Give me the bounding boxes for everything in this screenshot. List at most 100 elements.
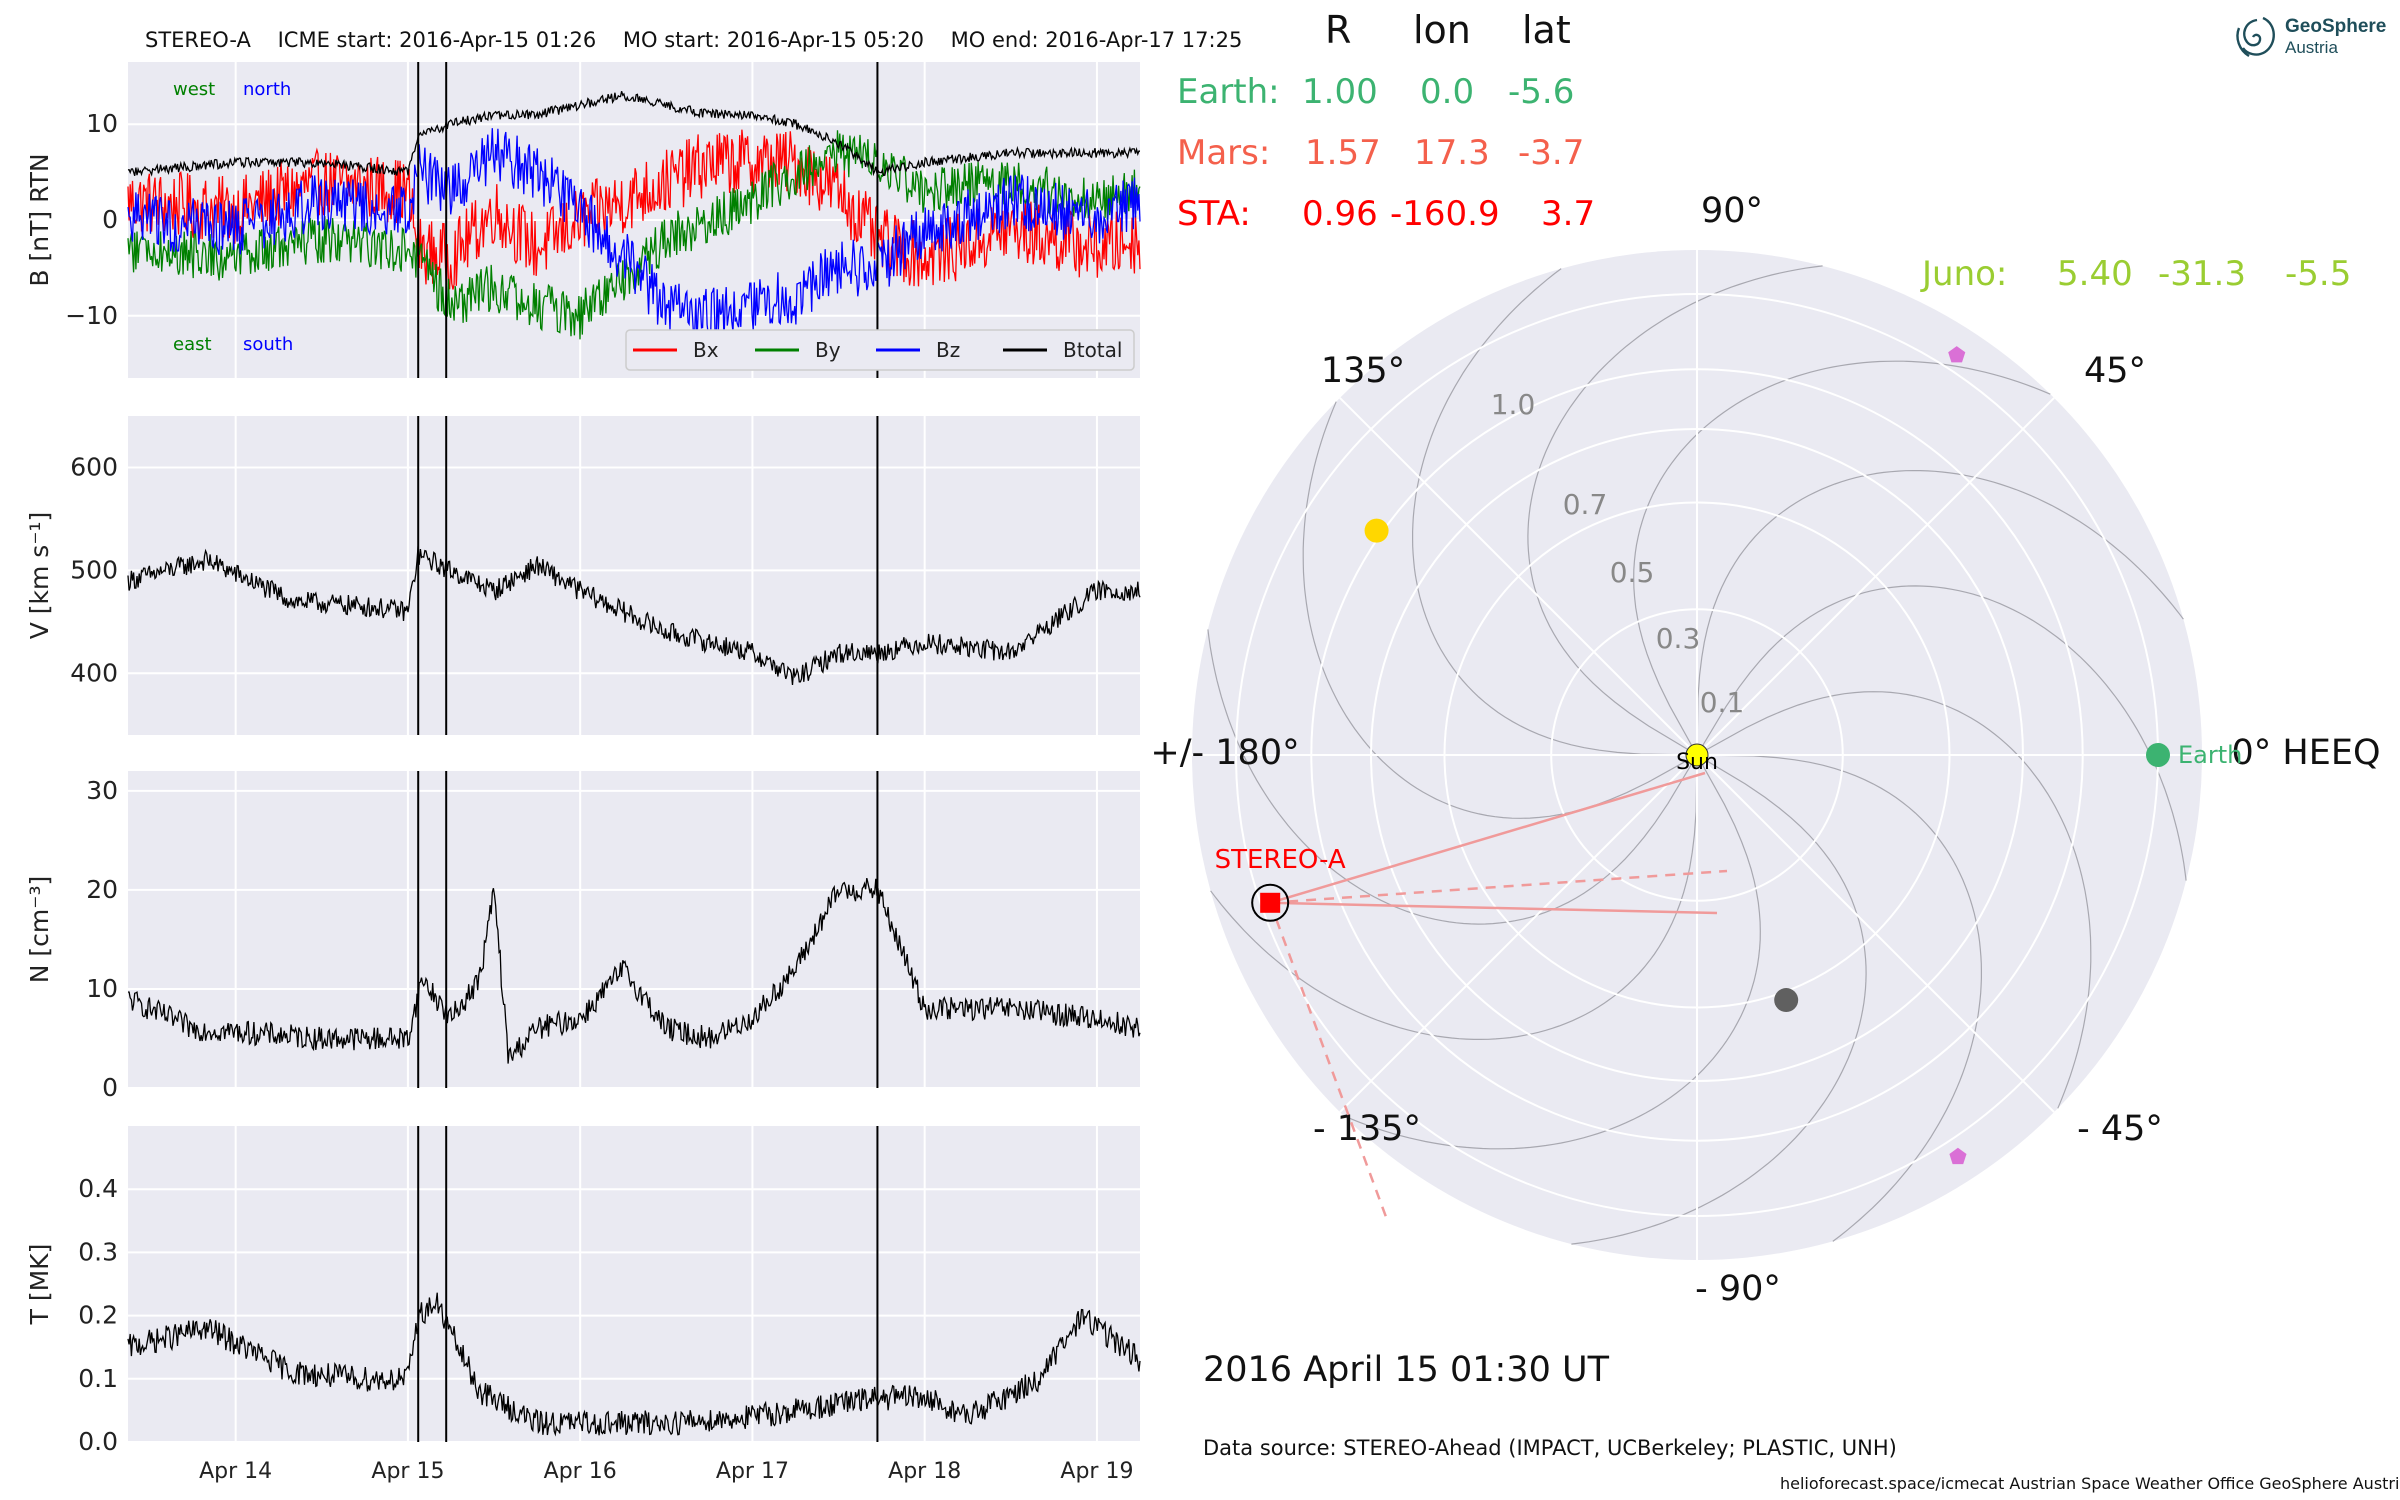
y-axis-label: N [cm⁻³] (25, 876, 54, 983)
logo-line2: Austria (2285, 38, 2338, 57)
row-juno-lon: -31.3 (2158, 254, 2246, 294)
angle-gridline (1696, 397, 2055, 756)
panel-4: 0.0 0.1 0.2 0.3 0.4 T [MK] Apr 14 Apr 15 Apr 16 A… (25, 1126, 1141, 1484)
angle-tick-label: - 90° (1695, 1269, 1781, 1309)
series-line (127, 877, 1141, 1064)
data-source: Data source: STEREO-Ahead (IMPACT, UCBer… (1203, 1436, 1897, 1460)
angle-tick-label: - 135° (1313, 1109, 1421, 1149)
stereo-a-ring (1251, 883, 1290, 922)
panel-background (128, 1126, 1140, 1442)
row-earth-lon: 0.0 (1420, 72, 1475, 112)
label-north: north (243, 79, 291, 100)
logo-line1: GeoSphere (2285, 16, 2387, 37)
grey-planet-marker (1774, 988, 1799, 1013)
col-header-lat: lat (1522, 8, 1571, 52)
angle-gridline (1339, 754, 1698, 1113)
earth-label: Earth (2178, 741, 2242, 769)
x-tick-label: Apr 14 (199, 1459, 272, 1484)
sta-sunward-line (1269, 771, 1706, 904)
row-mars-lat: -3.7 (1518, 133, 1585, 173)
series-btotal (127, 91, 1141, 177)
row-earth-r: 1.00 (1302, 72, 1378, 112)
row-sta-lat: 3.7 (1541, 194, 1596, 234)
label-east: east (173, 334, 212, 355)
yellow-planet-marker (1364, 518, 1389, 543)
x-tick-label: Apr 17 (716, 1459, 789, 1484)
radial-tick-label: 0.1 (1700, 686, 1745, 719)
row-mars-lon: 17.3 (1414, 133, 1490, 173)
sta-fov-dashed-line (1269, 902, 1390, 1224)
series-line (127, 545, 1141, 686)
pentagon-marker (1949, 1147, 1967, 1165)
y-tick-label: 0.4 (78, 1174, 118, 1203)
stereo-a-label: STEREO-A (1215, 845, 1346, 875)
panel-3: 0 10 20 30 N [cm⁻³] (25, 771, 1141, 1102)
y-tick-label: 0.0 (78, 1427, 118, 1456)
time-series-panels: −10 0 10 B [nT] RTN west north east south Bx By Bz… (25, 62, 1141, 1484)
legend-label: By (815, 338, 841, 362)
y-tick-label: 10 (86, 974, 118, 1003)
radial-tick-label: 0.3 (1656, 622, 1701, 655)
legend-label: Bz (936, 338, 960, 362)
row-mars-name: Mars: (1177, 133, 1271, 173)
panel-1: −10 0 10 B [nT] RTN west north east south Bx By Bz… (25, 62, 1141, 378)
polar-position-plot: 0.1 0.30.5 0.7 1.0 90° 45° 0° HEEQ - 45° - 90° - … (1150, 191, 2380, 1309)
pentagon-marker (1948, 346, 1966, 363)
row-sta-lon: -160.9 (1390, 194, 1500, 234)
plot-timestamp: 2016 April 15 01:30 UT (1203, 1350, 1609, 1390)
y-axis-label: V [km s⁻¹] (25, 512, 54, 640)
angle-tick-label: +/- 180° (1150, 733, 1299, 773)
col-header-lon: lon (1413, 8, 1471, 52)
mo-start: MO start: 2016-Apr-15 05:20 (622, 28, 924, 52)
icme-start: ICME start: 2016-Apr-15 01:26 (277, 28, 597, 52)
angle-tick-label: 45° (2084, 351, 2146, 391)
x-tick-label: Apr 18 (888, 1459, 961, 1484)
radial-tick-label: 0.5 (1610, 556, 1655, 589)
y-tick-label: 20 (86, 875, 118, 904)
series-bz (127, 128, 1141, 344)
y-tick-label: 0.2 (78, 1301, 118, 1330)
col-header-r: R (1325, 8, 1352, 52)
label-south: south (243, 334, 293, 355)
y-tick-label: 0 (102, 1073, 118, 1102)
swirl-logo-icon (2236, 16, 2275, 58)
row-juno-name: Juno: (1922, 254, 2008, 294)
angle-tick-label: 0° HEEQ (2232, 733, 2381, 773)
earth-marker (2145, 743, 2170, 767)
row-sta-r: 0.96 (1302, 194, 1378, 234)
row-mars-r: 1.57 (1305, 133, 1381, 173)
sta-fov-dashed-line (1270, 869, 1728, 905)
y-tick-label: 0.3 (78, 1237, 118, 1266)
legend: Bx By Bz Btotal (625, 329, 1135, 371)
angle-gridline (1696, 754, 2055, 1113)
row-juno-r: 5.40 (2057, 254, 2133, 294)
mo-end: MO end: 2016-Apr-17 17:25 (950, 28, 1243, 52)
geosphere-logo: GeoSphere Austria (2233, 14, 2387, 62)
x-tick-label: Apr 16 (544, 1459, 617, 1484)
series-by (127, 130, 1141, 340)
y-axis-label: B [nT] RTN (25, 153, 54, 286)
spacecraft-name: STEREO-A (145, 28, 251, 52)
radial-tick-label: 0.7 (1563, 488, 1608, 521)
angle-tick-label: 90° (1701, 191, 1763, 231)
y-tick-label: 0.1 (78, 1364, 118, 1393)
sta-fov-line (1270, 901, 1718, 915)
footer-credits: helioforecast.space/icmecat Austrian Spa… (1780, 1474, 2400, 1493)
y-tick-label: 30 (86, 776, 118, 805)
angle-gridline (1339, 397, 1698, 756)
row-sta-name: STA: (1177, 194, 1251, 234)
angle-tick-label: - 45° (2077, 1109, 2163, 1149)
y-axis-label: T [MK] (25, 1244, 54, 1326)
angle-tick-label: 135° (1321, 351, 1405, 391)
y-tick-label: 500 (70, 555, 118, 584)
row-juno-lat: -5.5 (2285, 254, 2352, 294)
legend-label: Bx (693, 338, 719, 362)
series-bx (127, 129, 1141, 290)
panel-2: 400 500 600 V [km s⁻¹] (25, 416, 1141, 735)
row-earth-lat: -5.6 (1508, 72, 1575, 112)
stereo-a-marker (1260, 892, 1281, 913)
panel-header: STEREO-A ICME start: 2016-Apr-15 01:26 M… (145, 28, 1242, 52)
label-west: west (173, 79, 215, 100)
x-tick-label: Apr 15 (371, 1459, 444, 1484)
